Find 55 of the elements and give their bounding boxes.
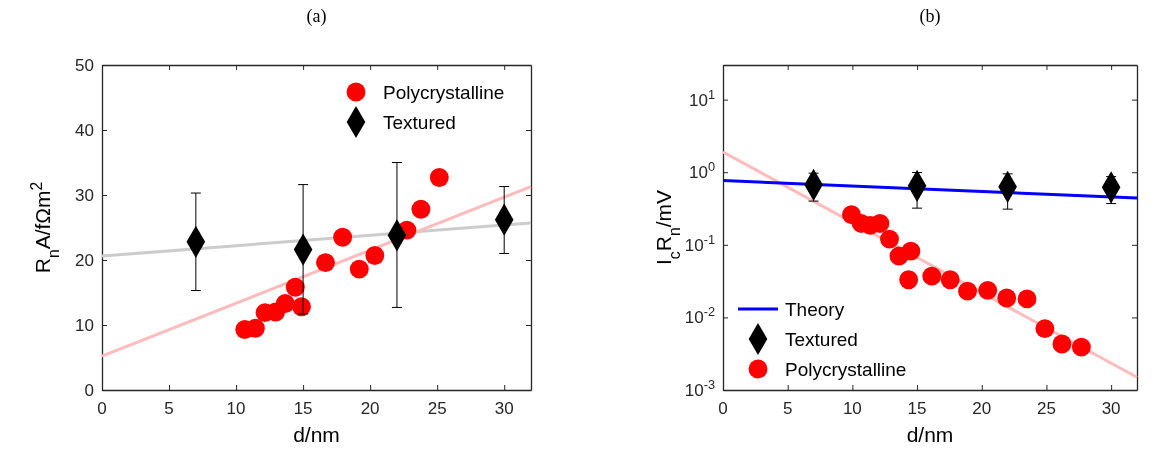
point — [365, 246, 385, 265]
point — [997, 288, 1017, 308]
point — [411, 199, 431, 219]
legend-label: Textured — [785, 329, 858, 350]
point — [316, 253, 335, 273]
y-tick-label: 10$^{-2}$ — [684, 303, 715, 328]
y-tick-label: 10$^{-3}$ — [684, 376, 715, 400]
x-axis-title: d/nm — [293, 423, 340, 446]
point — [899, 270, 919, 290]
x-tick-label: 5 — [782, 399, 793, 418]
point — [1017, 289, 1037, 309]
x-tick-label: 30 — [1101, 399, 1121, 418]
y-tick-label: 50 — [75, 56, 94, 75]
x-tick-label: 30 — [494, 399, 514, 418]
point — [940, 270, 960, 290]
y-tick-label: 0 — [84, 381, 94, 400]
x-tick-label: 20 — [972, 399, 992, 418]
y-tick-label: 10 — [75, 316, 94, 335]
point — [429, 168, 449, 187]
point — [275, 294, 295, 313]
point — [958, 281, 977, 301]
point — [978, 280, 998, 300]
point — [901, 241, 921, 261]
y-tick-label: 10$^{1}$ — [688, 86, 715, 110]
point — [285, 277, 305, 297]
y-tick-label: 40 — [75, 121, 94, 140]
point — [349, 259, 369, 279]
y-tick-label: 20 — [75, 251, 94, 270]
legend-label: Polycrystalline — [383, 82, 505, 103]
x-tick-label: 10 — [842, 399, 862, 418]
point — [333, 227, 353, 247]
legend-label: Polycrystalline — [785, 359, 907, 380]
x-tick-label: 0 — [97, 399, 107, 418]
x-tick-label: 5 — [164, 399, 174, 418]
chart-title: (a) — [306, 6, 327, 27]
x-tick-label: 0 — [718, 399, 728, 418]
x-tick-label: 25 — [427, 399, 447, 418]
legend-label: Textured — [383, 112, 456, 133]
y-tick-label: 10$^{0}$ — [688, 158, 715, 183]
x-tick-label: 15 — [907, 399, 927, 418]
point — [1035, 319, 1055, 339]
legend-label: Theory — [785, 299, 845, 320]
x-tick-label: 10 — [226, 399, 246, 418]
point — [1071, 337, 1091, 357]
y-tick-label: 10$^{-1}$ — [684, 231, 715, 255]
x-axis-title: d/nm — [906, 423, 954, 446]
point — [880, 229, 899, 249]
x-tick-label: 20 — [360, 399, 380, 418]
point — [1052, 334, 1072, 354]
x-tick-label: 25 — [1036, 399, 1056, 418]
y-tick-label: 30 — [75, 186, 94, 205]
point — [922, 266, 942, 286]
chart-title: (b) — [919, 6, 941, 27]
point — [870, 214, 890, 233]
x-tick-label: 15 — [293, 399, 313, 418]
